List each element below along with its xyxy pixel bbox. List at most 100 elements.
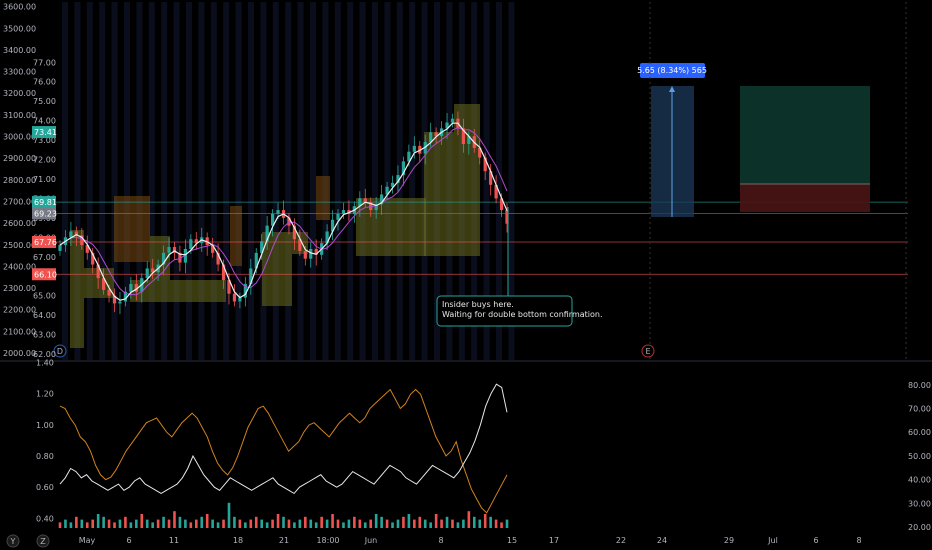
price-tick: 67.00 [33,253,56,262]
price-tick: 62.00 [33,350,56,359]
candle-body [74,231,78,236]
candle-body [238,297,242,302]
shade-box [356,198,426,256]
volume-bar [145,519,149,528]
candle-body [161,252,166,265]
corner-icon-label: Z [40,537,46,546]
stripe [86,2,93,360]
stripe [210,2,217,360]
candle-body [167,247,171,253]
candle-body [243,283,247,298]
stripe [483,2,490,360]
price-tick: 74.00 [33,117,56,126]
candle-body [314,248,318,255]
volume-bar [325,519,329,528]
candle-body [434,132,438,137]
volume-bar [75,516,78,528]
candle-body [69,231,73,238]
volume-bar [293,522,296,528]
volume-bar [342,522,345,528]
x-tick: 22 [616,536,626,545]
candle-body [96,264,100,279]
price-badge [32,196,56,209]
volume-bar [80,519,84,528]
volume-bar [445,516,449,528]
candle-body [445,122,449,129]
volume-bar [118,519,122,528]
volume-bar [287,519,291,528]
candle-body [499,198,504,211]
price-badge [32,268,56,281]
index-tick: 2900.00 [3,154,36,163]
volume-bar [489,516,492,528]
indicator-right-tick: 30.00 [908,499,931,508]
event-marker-label: E [645,347,650,356]
measure-arrow-head [669,86,675,92]
volume-bar [173,511,176,528]
candle-body [483,157,487,172]
index-tick: 2500.00 [3,241,36,250]
corner-icon [36,534,50,548]
price-badge-label: 66.10 [34,270,57,279]
index-tick: 2000.00 [3,349,36,358]
x-tick: 17 [549,536,559,545]
stripe [384,2,391,360]
price-tick: 76.00 [33,78,56,87]
price-badge [32,126,56,139]
volume-bar [227,502,231,528]
candle-body [298,239,302,251]
volume-bar [113,522,116,528]
price-tick: 63.00 [33,331,56,340]
candle-body [216,252,220,265]
volume-bar [456,522,460,528]
stripe [99,2,106,360]
candle-body [412,145,416,152]
volume-bar [184,519,187,528]
price-badge-label: 67.76 [34,238,57,247]
candle-body [265,225,269,242]
indicator-left-tick: 1.20 [36,390,54,399]
volume-bar [162,516,165,528]
candle-body [347,210,351,214]
stripe [161,2,168,360]
price-tick: 75.00 [33,97,56,106]
volume-bar [500,522,503,528]
indicator-white-line [59,383,508,495]
candle-body [189,239,193,249]
index-tick: 2200.00 [3,306,36,315]
candle-body [129,283,133,292]
candle-body [178,252,182,263]
drawing-tools[interactable]: 5.65 (8.34%) 565 Insider buys here.Waitin… [53,2,907,360]
stripe [124,2,130,360]
measure-label: 5.65 (8.34%) 565 [637,66,707,75]
index-tick: 3300.00 [3,68,36,77]
indicator-right-tick: 70.00 [908,405,931,414]
candle-body [118,301,122,304]
index-tick: 3600.00 [3,3,36,12]
stripe [285,2,292,360]
volume-bar [102,516,105,528]
callout-box [436,295,573,327]
volume-bar [478,519,482,528]
candle-body [151,268,155,273]
indicator-right-tick: 20.00 [908,523,931,532]
moving-averages [59,122,508,301]
x-tick: 11 [169,536,179,545]
stripe [136,2,143,360]
price-tick: 65.00 [33,292,56,301]
candle-body [91,252,95,265]
volume-bar [244,522,247,528]
stripe [173,2,180,360]
stripe [297,2,304,360]
candle-body [303,250,307,259]
x-tick: Jul [767,536,778,545]
volume-bar [260,519,263,528]
shade-box [114,196,150,262]
stripe [235,2,242,360]
volume-bar [407,514,411,528]
volume-bar [96,514,100,528]
target-zone [740,86,870,184]
volume-bar [423,519,427,528]
indicator-left-tick: 0.80 [36,452,54,461]
